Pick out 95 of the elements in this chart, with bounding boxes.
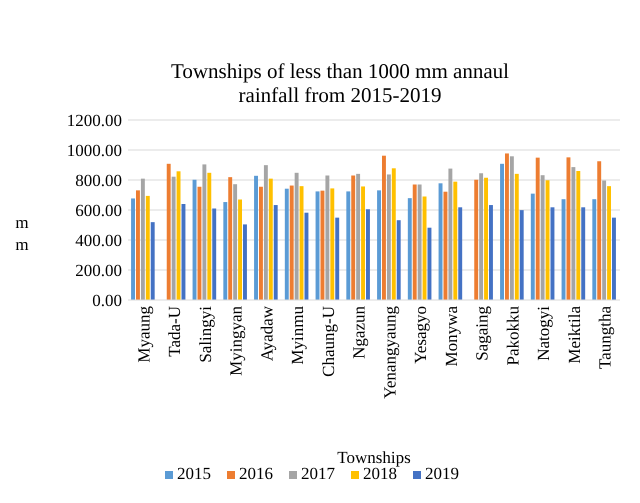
bar [202, 164, 206, 300]
bar [540, 175, 545, 300]
x-tick-label: Taungtha [596, 306, 615, 370]
bar [258, 186, 263, 300]
bar [443, 192, 448, 300]
bar [514, 174, 519, 300]
bar [304, 212, 308, 300]
bar [392, 168, 396, 300]
bar [382, 156, 386, 300]
y-tick-label: 400.00 [75, 230, 122, 250]
bar [571, 167, 576, 300]
bar [140, 178, 145, 300]
bar [566, 157, 570, 300]
x-tick-label: Tada-U [165, 306, 184, 357]
bar [136, 190, 140, 300]
bar [500, 164, 504, 300]
bar [489, 205, 493, 300]
bar [268, 178, 273, 300]
y-tick-label: 200.00 [75, 260, 122, 280]
bar [176, 171, 181, 300]
bar [182, 204, 186, 300]
bar [294, 172, 299, 300]
bar [438, 183, 442, 300]
bar [300, 186, 304, 300]
x-tick-label: Ayadaw [257, 305, 276, 362]
y-tick-label: 0.00 [92, 290, 122, 310]
bar [243, 224, 247, 300]
bar [386, 174, 391, 300]
bar [325, 176, 330, 300]
bar [320, 190, 324, 300]
bar [192, 180, 196, 300]
x-tick-label: Yenangyaung [380, 306, 400, 399]
bar [172, 176, 176, 300]
bar [197, 186, 202, 300]
x-tick-label: Myingyan [226, 306, 246, 376]
legend-label: 2017 [301, 464, 336, 483]
bar [351, 176, 356, 300]
bar [412, 184, 417, 300]
bar [479, 173, 484, 300]
bar [377, 190, 381, 300]
bar [166, 164, 171, 300]
x-tick-label: Myaung [134, 306, 154, 363]
bar [546, 180, 550, 300]
bar [290, 186, 294, 300]
bar [576, 171, 580, 300]
bar [238, 200, 242, 300]
bar [366, 209, 370, 300]
bar [418, 184, 422, 300]
bar [607, 186, 612, 300]
bar [428, 228, 432, 300]
bar [597, 161, 602, 300]
legend-label: 2018 [363, 464, 397, 483]
legend-label: 2019 [425, 464, 459, 483]
y-tick-label: 800.00 [75, 170, 122, 190]
bar [254, 176, 258, 300]
y-tick-label: 1200.00 [66, 110, 122, 130]
y-tick-label: 600.00 [75, 200, 122, 220]
x-tick-label: Pakokku [503, 306, 522, 366]
bar [131, 198, 135, 300]
bar [504, 153, 509, 300]
bar [228, 177, 232, 300]
bar [361, 186, 366, 300]
bar [612, 218, 616, 300]
x-tick-label: Sagaing [472, 306, 492, 361]
bar [453, 182, 458, 300]
x-tick-label: Natogyi [534, 306, 554, 361]
x-tick-label: Salingyi [196, 306, 215, 363]
legend-label: 2015 [177, 464, 211, 483]
bar [510, 156, 514, 300]
bar [602, 180, 606, 300]
x-tick-label: Chaung-U [318, 306, 338, 377]
legend-label: 2016 [239, 464, 273, 483]
bar [484, 178, 488, 300]
bar [146, 196, 150, 300]
x-tick-label: Ngazun [350, 306, 369, 359]
y-tick-label: 1000.00 [66, 140, 122, 160]
x-axis-title: Townships [337, 448, 411, 467]
bar [562, 199, 566, 300]
y-axis-title: mm [15, 213, 29, 254]
bar [330, 188, 334, 300]
x-tick-label: Yesagyo [411, 306, 430, 364]
bar [207, 172, 212, 300]
x-tick-label: Meiktila [564, 306, 584, 364]
bar [448, 168, 452, 300]
bar [316, 191, 320, 300]
x-tick-label: Myinmu [288, 306, 308, 365]
bar [233, 184, 238, 300]
bar [264, 165, 268, 300]
bar [422, 196, 427, 300]
bar [550, 207, 554, 300]
chart-title: Townships of less than 1000 mm annaul rainfall from 2015-2019 [171, 59, 510, 107]
bar [356, 174, 360, 300]
bar [536, 158, 540, 300]
x-tick-label: Monywa [442, 306, 461, 366]
bar [474, 180, 478, 300]
